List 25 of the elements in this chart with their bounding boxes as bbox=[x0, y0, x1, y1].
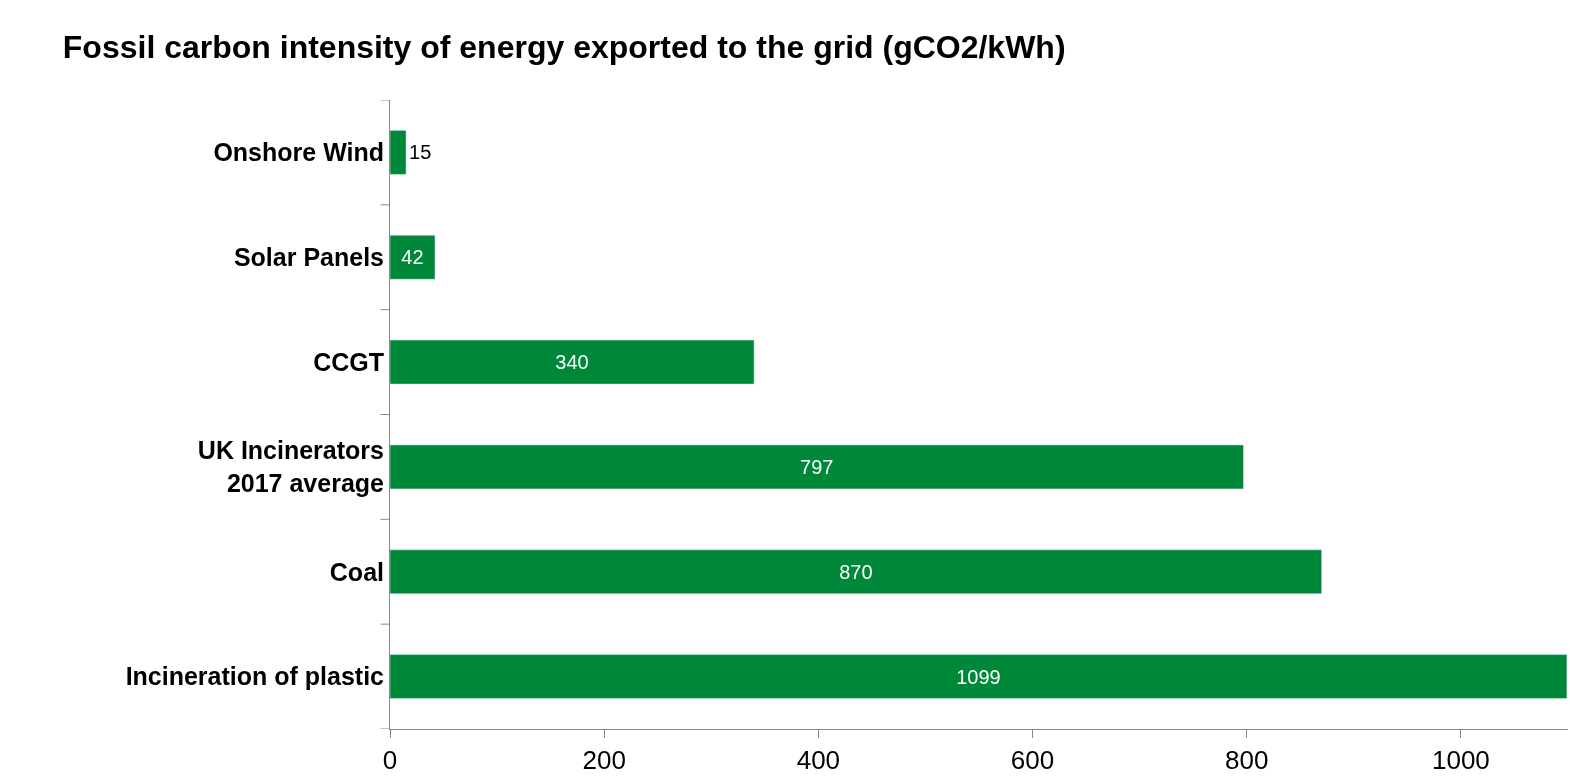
y-tick-label: CCGT bbox=[313, 347, 384, 376]
y-tick-label: Onshore Wind bbox=[213, 138, 384, 167]
chart-title: Fossil carbon intensity of energy exported to the grid (gCO2/kWh) bbox=[62, 28, 1066, 65]
x-tick-label: 0 bbox=[382, 745, 398, 776]
x-tick-label: 800 bbox=[1225, 745, 1269, 776]
bar bbox=[390, 130, 407, 175]
data-label: 15 bbox=[409, 141, 432, 164]
data-label: 797 bbox=[800, 455, 834, 478]
data-label: 870 bbox=[839, 560, 873, 583]
x-tick-label: 1000 bbox=[1431, 745, 1490, 776]
bar bbox=[390, 234, 436, 280]
data-label: 1099 bbox=[956, 665, 1001, 688]
data-label: 42 bbox=[401, 246, 424, 269]
bar bbox=[390, 654, 1568, 699]
y-tick-label: Solar Panels bbox=[233, 243, 384, 271]
bar bbox=[390, 339, 755, 385]
x-tick-label: 200 bbox=[582, 745, 626, 776]
y-tick-label: UK Incinerators 2017 average bbox=[197, 436, 385, 497]
x-tick-label: 600 bbox=[1010, 745, 1055, 776]
bar bbox=[390, 444, 1244, 490]
data-label: 340 bbox=[555, 351, 589, 374]
x-tick-label: 400 bbox=[796, 745, 841, 776]
y-tick-label: Coal bbox=[329, 557, 384, 586]
y-tick-label: Incineration of plastic bbox=[125, 662, 385, 691]
bar bbox=[390, 549, 1322, 595]
